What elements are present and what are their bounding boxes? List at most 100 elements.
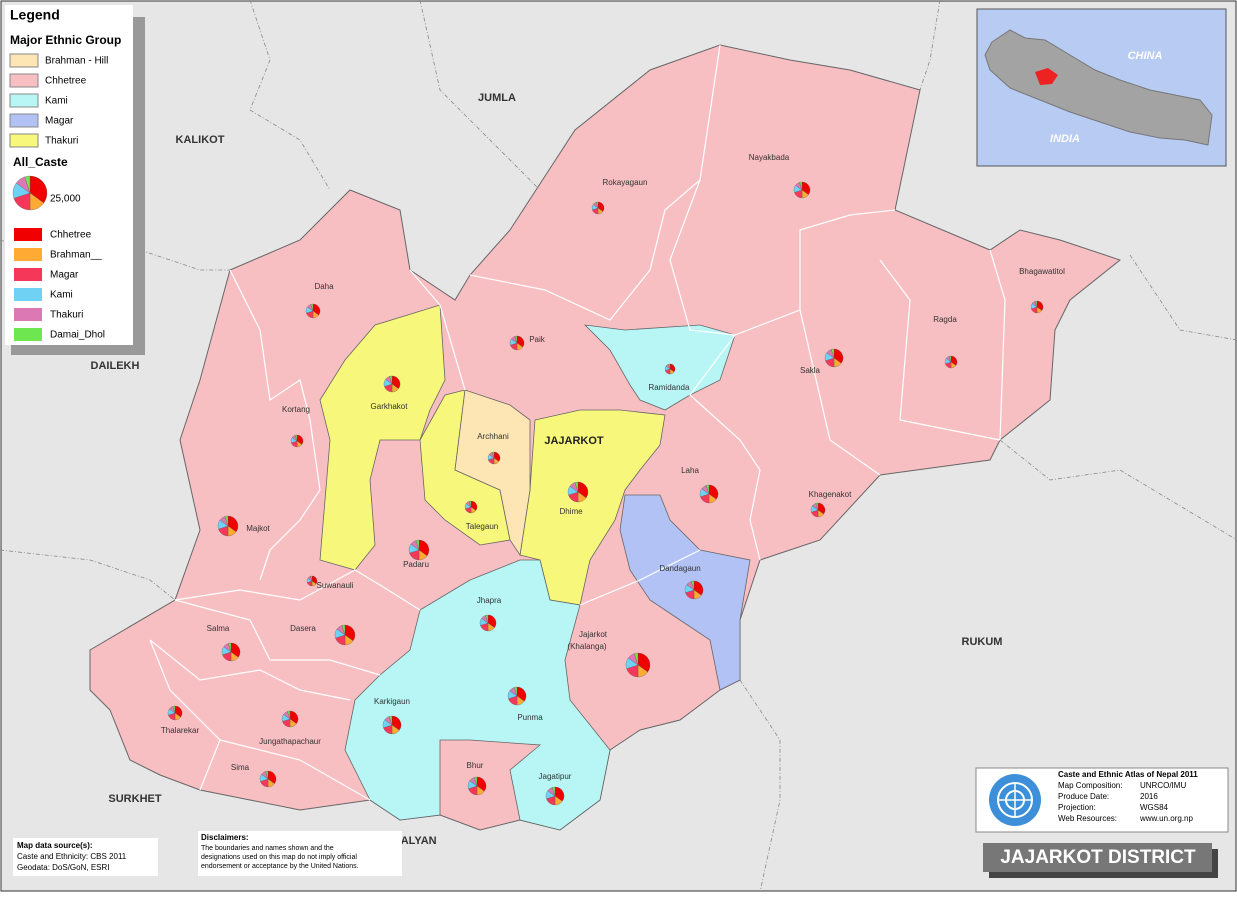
pie-slice — [389, 715, 393, 726]
district-label: JAJARKOT — [544, 435, 604, 447]
legend-label: Damai_Dhol — [50, 330, 105, 341]
legend-swatch — [14, 228, 42, 241]
vdc-label: Dasera — [290, 624, 316, 633]
pie-slice — [491, 451, 495, 459]
legend-label: Brahman__ — [50, 250, 102, 261]
pie-slice — [799, 181, 803, 191]
ethnic-zones — [319, 304, 751, 831]
vdc-label: Punma — [517, 713, 543, 722]
inset-label: CHINA — [1128, 50, 1163, 62]
pie-slice — [294, 434, 298, 442]
legend-swatch — [14, 328, 42, 341]
pie-slice — [706, 484, 710, 495]
pie-slice — [637, 652, 651, 673]
pie-slice — [577, 481, 589, 499]
info-title: Caste and Ethnic Atlas of Nepal 2011 — [1058, 770, 1198, 779]
legend-swatch — [9, 73, 39, 88]
legend-label: Kami — [45, 96, 68, 107]
pie-slice — [344, 624, 356, 642]
legend-title: Legend — [10, 7, 60, 23]
legend-castes: Chhetree Brahman__ Magar Kami Thakuri Damai_D… — [14, 228, 105, 341]
vdc-boundaries — [149, 44, 1006, 801]
vdc-label: Sima — [231, 763, 250, 772]
legend-swatch — [14, 268, 42, 281]
vdc-label: Garkhakot — [371, 402, 409, 411]
pie-slice — [574, 481, 579, 493]
vdc-label: Jajarkot — [579, 630, 608, 639]
info-rows: Map Composition: UNRCO/IMU Produce Date: 20… — [1058, 781, 1193, 823]
vdc-label: Sakla — [800, 366, 821, 375]
legend-label: Kami — [50, 290, 73, 301]
legend-subtitle: Major Ethnic Group — [10, 33, 121, 47]
legend-label: Brahman - Hill — [45, 56, 108, 67]
legend-swatch — [14, 308, 42, 321]
disclaimer-line: The boundaries and names shown and the — [201, 845, 334, 852]
legend-swatch — [14, 248, 42, 261]
vdc-label: Rokayagaun — [603, 178, 648, 187]
disclaimer-line: endorsement or acceptance by the United … — [201, 863, 359, 870]
legend-label: Chhetree — [45, 76, 87, 87]
vdc-label: Jhapra — [477, 596, 502, 605]
legend-label: Thakuri — [45, 136, 78, 147]
pie-slice — [691, 580, 695, 591]
legend-label: Magar — [45, 116, 74, 127]
pie-slice — [227, 515, 239, 533]
neighbor-label: RUKUM — [962, 636, 1003, 648]
neighbor-label: JUMLA — [478, 92, 516, 104]
ethnic-zone — [319, 304, 446, 571]
map-title: JAJARKOT DISTRICT — [1000, 847, 1196, 868]
vdc-label: Laha — [681, 466, 699, 475]
pie-slice — [474, 776, 478, 787]
disclaimer-line: designations used on this map do not imp… — [201, 854, 357, 861]
vdc-label: Paik — [529, 335, 546, 344]
legend-swatch — [9, 93, 39, 108]
info-value: WGS84 — [1140, 803, 1169, 812]
vdc-label: Talegaun — [466, 522, 498, 531]
pie-slice — [287, 710, 291, 720]
vdc-label: Suwanauli — [317, 581, 354, 590]
disclaimer-title: Disclaimers: — [201, 833, 249, 842]
info-value: 2016 — [1140, 792, 1158, 801]
vdc-label: Padaru — [403, 560, 429, 569]
vdc-label: Bhagawatitol — [1019, 267, 1065, 276]
vdc-label: Karkigaun — [374, 697, 410, 706]
info-key: Projection: — [1058, 803, 1096, 812]
vdc-label: Daha — [314, 282, 334, 291]
disclaimer-box — [198, 831, 402, 876]
ethnic-zone — [519, 409, 666, 606]
vdc-label: Archhani — [477, 432, 509, 441]
vdc-label: Dandagaun — [659, 564, 700, 573]
un-logo — [989, 774, 1041, 826]
pie-slice — [265, 770, 269, 780]
vdc-label: Dhime — [559, 507, 583, 516]
pie-slice — [29, 175, 48, 204]
neighbor-label: SURKHET — [108, 793, 161, 805]
pie-slice — [468, 500, 472, 508]
legend-label: Magar — [50, 270, 79, 281]
pie-slice — [514, 686, 518, 697]
info-key: Map Composition: — [1058, 781, 1122, 790]
pie-slice — [418, 539, 430, 557]
title-box — [983, 843, 1212, 872]
inset-district — [1035, 68, 1058, 85]
neighbor-label: DAILEKH — [91, 360, 140, 372]
pie-slice — [228, 642, 232, 653]
pie-slice — [595, 201, 599, 209]
pie-slice — [831, 348, 835, 359]
pie-slice — [224, 515, 229, 527]
pie-slice — [668, 363, 671, 370]
legend-swatch — [9, 53, 39, 68]
legend-swatch — [9, 133, 39, 148]
info-value: www.un.org.np — [1139, 814, 1193, 823]
pie-slice — [24, 175, 31, 194]
sources-line: Geodata: DoS/GoN, ESRI — [17, 863, 110, 872]
vdc-label: (Khalanga) — [567, 642, 606, 651]
ethnic-zone — [344, 559, 611, 831]
inset-nepal — [984, 29, 1213, 146]
neighbor-label: SALYAN — [393, 835, 436, 847]
sources-title: Map data source(s): — [17, 841, 93, 850]
legend-label: Chhetree — [50, 230, 92, 241]
ethnic-zone — [619, 494, 751, 691]
legend-pie — [12, 175, 48, 211]
